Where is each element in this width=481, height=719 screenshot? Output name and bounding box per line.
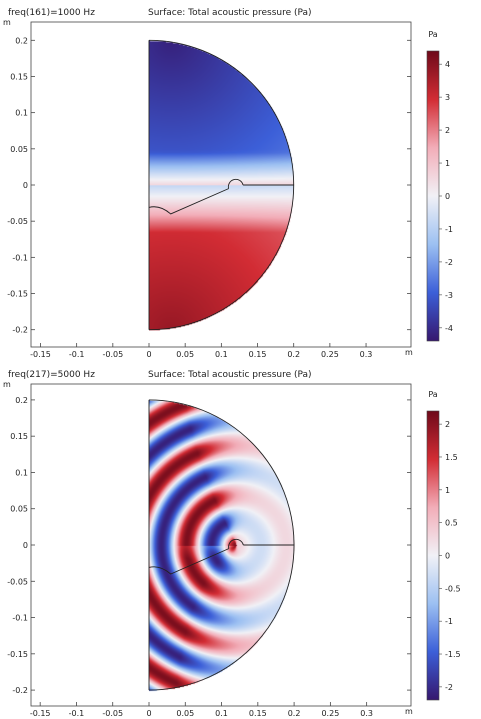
- speaker-surround: [227, 178, 244, 189]
- colorbar-tick-label: -4: [445, 324, 453, 333]
- colorbar-tick-label: -3: [445, 291, 453, 300]
- y-tick-label: 0.1: [15, 109, 28, 118]
- y-tick-label: -0.15: [7, 290, 28, 299]
- colorbar-tick-label: -2: [445, 258, 453, 267]
- speaker-cone: [148, 548, 229, 575]
- colorbar-unit-label: Pa: [428, 30, 437, 39]
- x-tick-label: -0.15: [30, 709, 51, 718]
- colorbar-tick-label: 1.5: [445, 453, 458, 462]
- y-tick-label: -0.1: [12, 253, 28, 262]
- x-tick-label: -0.15: [30, 350, 51, 359]
- colorbar-tick-label: 0: [445, 192, 450, 201]
- colorbar: [426, 410, 440, 701]
- colorbar-tick-label: 1: [445, 159, 450, 168]
- frequency-label: freq(161)=1000 Hz: [8, 8, 95, 18]
- x-tick-label: 0.1: [215, 709, 228, 718]
- x-tick-label: 0.25: [321, 709, 339, 718]
- frequency-label: freq(217)=5000 Hz: [8, 370, 95, 380]
- colorbar-tick-label: 0.5: [445, 519, 458, 528]
- y-unit-label: m: [3, 380, 11, 389]
- x-tick-label: 0: [146, 350, 151, 359]
- x-tick-label: 0.2: [288, 709, 301, 718]
- colorbar-tick-label: -1: [445, 617, 453, 626]
- colorbar-tick-label: -2: [445, 683, 453, 692]
- y-tick-label: 0: [23, 181, 28, 190]
- plot-title: Surface: Total acoustic pressure (Pa): [148, 8, 312, 18]
- y-tick-label: -0.05: [7, 217, 28, 226]
- colorbar: [426, 50, 440, 342]
- y-tick-label: 0.15: [10, 72, 28, 81]
- y-tick-label: 0.1: [15, 468, 28, 477]
- y-tick-label: 0.2: [15, 36, 28, 45]
- x-tick-label: 0: [146, 709, 151, 718]
- x-unit-label: m: [405, 348, 413, 357]
- y-tick-label: 0.05: [10, 505, 28, 514]
- x-tick-label: 0.25: [321, 350, 339, 359]
- y-tick-label: -0.2: [12, 326, 28, 335]
- colorbar-tick-label: -1: [445, 225, 453, 234]
- y-tick-label: -0.2: [12, 686, 28, 695]
- y-tick-label: 0.2: [15, 396, 28, 405]
- x-tick-label: -0.1: [69, 709, 85, 718]
- y-tick-label: 0.15: [10, 432, 28, 441]
- y-tick-label: 0.05: [10, 145, 28, 154]
- x-tick-label: 0.2: [287, 350, 300, 359]
- colorbar-tick-label: 2: [445, 420, 450, 429]
- pressure-field-surface: [149, 399, 297, 693]
- speaker-cone: [148, 188, 229, 215]
- colorbar-tick-label: 3: [445, 93, 450, 102]
- x-tick-label: 0.15: [249, 709, 267, 718]
- x-tick-label: 0.1: [215, 350, 228, 359]
- y-tick-label: -0.15: [7, 650, 28, 659]
- chart-panel-2: freq(217)=5000 Hz Surface: Total acoustic…: [3, 370, 461, 718]
- x-tick-label: 0.05: [176, 709, 194, 718]
- y-unit-label: m: [3, 18, 11, 27]
- y-tick-label: -0.05: [7, 577, 28, 586]
- y-tick-label: 0: [23, 541, 28, 550]
- y-tick-label: -0.1: [12, 614, 28, 623]
- x-tick-label: -0.05: [102, 709, 123, 718]
- colorbar-tick-label: -1.5: [445, 650, 461, 659]
- x-tick-label: 0.3: [360, 350, 373, 359]
- colorbar-tick-label: -0.5: [445, 584, 461, 593]
- x-tick-label: -0.1: [69, 350, 85, 359]
- x-tick-label: 0.15: [249, 350, 267, 359]
- colorbar-unit-label: Pa: [428, 390, 437, 399]
- colorbar-tick-label: 2: [445, 126, 450, 135]
- x-unit-label: m: [405, 707, 413, 716]
- colorbar-tick-label: 4: [445, 60, 450, 69]
- pressure-field-surface: [149, 40, 296, 333]
- colorbar-tick-label: 1: [445, 486, 450, 495]
- chart-panel-1: freq(161)=1000 Hz Surface: Total acoustic…: [3, 8, 453, 359]
- speaker-surround: [228, 538, 244, 549]
- x-tick-label: -0.05: [102, 350, 123, 359]
- x-tick-label: 0.3: [360, 709, 373, 718]
- colorbar-tick-label: 0: [445, 552, 450, 561]
- plot-title: Surface: Total acoustic pressure (Pa): [148, 370, 312, 380]
- x-tick-label: 0.05: [176, 350, 194, 359]
